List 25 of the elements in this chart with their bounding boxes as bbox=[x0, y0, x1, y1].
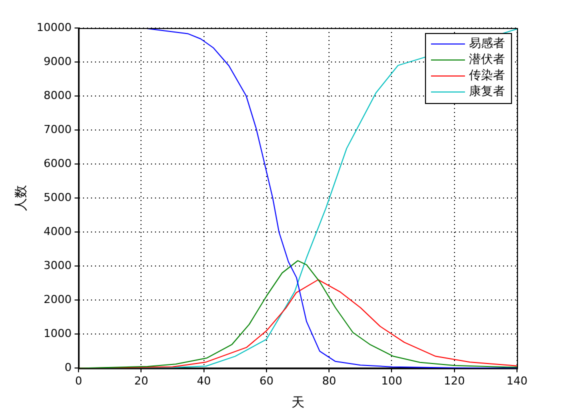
legend-label: 潜伏者 bbox=[469, 52, 505, 66]
legend-label: 易感者 bbox=[469, 36, 505, 50]
y-tick-label: 10000 bbox=[36, 20, 72, 34]
x-tick-label: 120 bbox=[444, 374, 465, 388]
x-tick-label: 140 bbox=[506, 374, 528, 388]
y-tick-label: 5000 bbox=[44, 190, 72, 204]
y-tick-label: 9000 bbox=[44, 54, 72, 68]
y-tick-label: 8000 bbox=[44, 88, 72, 102]
y-axis-title: 人数 bbox=[14, 185, 30, 212]
legend-label: 传染者 bbox=[469, 68, 505, 82]
x-axis-title: 天 bbox=[291, 396, 304, 411]
legend-label: 康复者 bbox=[469, 84, 505, 98]
x-tick-label: 60 bbox=[259, 374, 274, 388]
y-tick-label: 3000 bbox=[44, 259, 72, 272]
x-tick-label: 0 bbox=[75, 374, 82, 388]
y-tick-label: 2000 bbox=[44, 293, 72, 306]
x-tick-label: 80 bbox=[322, 374, 336, 388]
x-tick-label: 20 bbox=[134, 374, 148, 388]
y-tick-label: 4000 bbox=[44, 224, 72, 238]
y-tick-label: 1000 bbox=[44, 327, 72, 340]
y-tick-label: 7000 bbox=[44, 122, 72, 136]
x-tick-label: 100 bbox=[381, 374, 402, 388]
x-tick-label: 40 bbox=[196, 374, 211, 388]
y-tick-label: 6000 bbox=[44, 156, 72, 170]
y-tick-label: 0 bbox=[64, 361, 72, 374]
